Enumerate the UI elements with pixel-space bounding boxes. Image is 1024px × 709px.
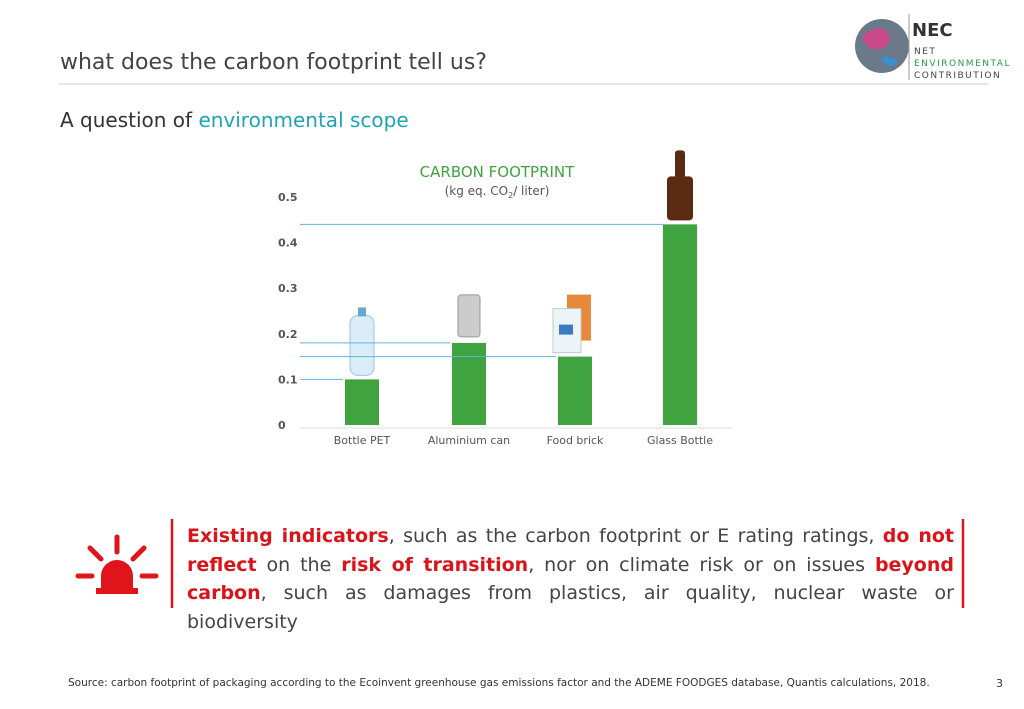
subtitle-lead: A question of (60, 108, 199, 132)
x-tick-label: Bottle PET (334, 434, 391, 447)
slide-title: what does the carbon footprint tell us? (60, 50, 487, 75)
callout-text: Existing indicators, such as the carbon … (187, 522, 954, 636)
subtitle-highlight: environmental scope (198, 108, 409, 132)
chart-subtitle-part: 2 (508, 191, 513, 200)
icon-shape (559, 324, 573, 335)
y-tick-label: 0.1 (278, 373, 298, 386)
alarm-icon (75, 534, 159, 594)
chart-subtitle-part: / liter) (513, 184, 549, 198)
logo-line: CONTRIBUTION (914, 71, 1001, 81)
bar (558, 356, 592, 425)
callout-emphasis: do not reflect (187, 525, 954, 576)
chart-subtitle: (kg eq. CO2/ liter) (445, 184, 550, 200)
y-tick-label: 0.4 (278, 237, 298, 250)
logo-line: NET (914, 47, 936, 57)
logo: NEC NET ENVIRONMENTAL CONTRIBUTION (855, 14, 1011, 81)
icon-shape (349, 314, 375, 376)
source-note: Source: carbon footprint of packaging ac… (68, 677, 930, 689)
callout-segment: on the (256, 553, 342, 576)
product-icon (349, 307, 375, 376)
product-icon (667, 150, 693, 221)
bar (663, 224, 697, 425)
x-tick-label: Aluminium can (428, 434, 510, 447)
bar (452, 342, 486, 425)
product-icon (457, 294, 481, 338)
icon-shape (358, 307, 366, 317)
y-tick-label: 0 (278, 419, 286, 432)
callout-segment: , such as damages from plastics, air qua… (187, 582, 954, 633)
icon-shape (667, 176, 693, 221)
y-tick-label: 0.3 (278, 282, 298, 295)
icon-shape (457, 294, 481, 338)
slide-subtitle: A question of environmental scope (60, 108, 409, 132)
logo-line: ENVIRONMENTAL (914, 59, 1011, 69)
x-tick-label: Food brick (547, 434, 604, 447)
x-tick-label: Glass Bottle (647, 434, 713, 447)
page-number: 3 (996, 677, 1003, 690)
bar (345, 379, 379, 425)
callout-emphasis: beyond carbon (187, 553, 954, 605)
logo-mark: NEC (912, 20, 953, 41)
callout-segment: , nor on climate risk or on issues (528, 553, 875, 576)
y-tick-label: 0.2 (278, 328, 298, 341)
callout-emphasis: risk of transition (341, 553, 529, 576)
chart-title: CARBON FOOTPRINT (420, 163, 575, 181)
y-tick-label: 0.5 (278, 191, 298, 204)
product-icon (552, 294, 591, 354)
chart-subtitle-part: (kg eq. CO (445, 184, 509, 198)
callout-emphasis: Existing indicators (187, 525, 389, 547)
icon-shape (675, 150, 685, 179)
callout-segment: , such as the carbon footprint or E rati… (388, 525, 883, 547)
